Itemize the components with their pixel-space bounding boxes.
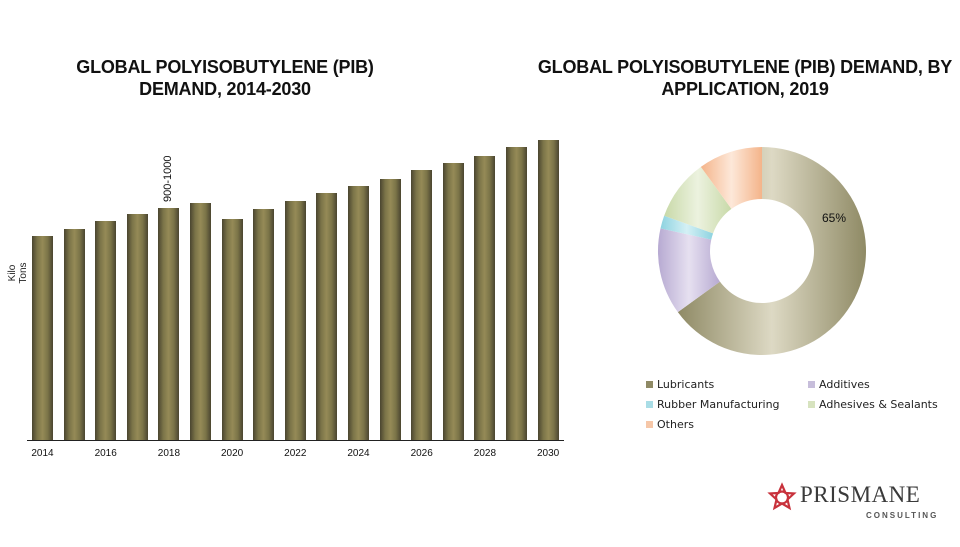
- donut-slice-lubricants: [677, 147, 866, 356]
- legend-item-additives: Additives: [808, 378, 870, 391]
- donut-chart-title: GLOBAL POLYISOBUTYLENE (PIB) DEMAND, BY …: [537, 57, 953, 99]
- bar-2030: [537, 139, 559, 440]
- donut-slice-additives: [658, 228, 720, 313]
- bar-2021: [253, 209, 275, 440]
- logo-subtitle: CONSULTING: [866, 511, 939, 520]
- legend-label: Rubber Manufacturing: [657, 398, 780, 411]
- bar-2022: [284, 200, 306, 440]
- bar-2025: [379, 178, 401, 440]
- bar-2015: [63, 228, 85, 440]
- legend-item-rubber-manufacturing: Rubber Manufacturing: [646, 398, 780, 411]
- x-tick-2014: 2014: [31, 448, 54, 459]
- legend-item-others: Others: [646, 418, 694, 431]
- bar-2014: [32, 236, 53, 440]
- x-tick-2024: 2024: [347, 448, 370, 459]
- legend-swatch: [808, 401, 815, 408]
- legend-swatch: [646, 381, 653, 388]
- bar-2029: [506, 146, 527, 440]
- prismane-logo: PRISMANE CONSULTING: [766, 480, 946, 525]
- legend-item-adhesives-sealants: Adhesives & Sealants: [808, 398, 938, 411]
- x-tick-2016: 2016: [94, 448, 117, 459]
- legend-swatch: [646, 401, 653, 408]
- donut-slice-others: [700, 147, 762, 209]
- legend-label: Additives: [819, 378, 870, 391]
- legend-label: Lubricants: [657, 378, 715, 391]
- bar-2028: [474, 155, 496, 440]
- bar-2019: [190, 203, 211, 440]
- x-tick-2028: 2028: [473, 448, 497, 459]
- x-tick-2018: 2018: [157, 448, 181, 459]
- bar-2020: [221, 219, 243, 440]
- bar-2027: [442, 162, 464, 440]
- donut-slice-adhesives-sealants: [664, 166, 732, 234]
- x-tick-2022: 2022: [284, 448, 307, 459]
- bar-2026: [411, 170, 433, 440]
- legend-swatch: [646, 421, 653, 428]
- x-tick-2020: 2020: [220, 448, 244, 459]
- bar-chart-title: GLOBAL POLYISOBUTYLENE (PIB) DEMAND, 201…: [76, 57, 374, 99]
- bar-2023: [316, 193, 338, 440]
- legend-item-lubricants: Lubricants: [646, 378, 714, 391]
- bar-2016: [95, 221, 117, 440]
- bar-2017: [126, 214, 148, 440]
- bar-2018: [158, 208, 180, 440]
- legend-swatch: [808, 381, 815, 388]
- x-tick-2030: 2030: [536, 448, 560, 459]
- bar-2024: [348, 186, 369, 440]
- legend-label: Others: [657, 418, 694, 431]
- lubricants-percent-label: 65%: [822, 211, 847, 225]
- donut-slice-rubber-manufacturing: [660, 215, 714, 240]
- x-axis-line: [27, 440, 564, 441]
- logo-name: PRISMANE: [800, 482, 921, 507]
- x-tick-2026: 2026: [410, 448, 433, 459]
- prismane-star-icon: [767, 482, 797, 511]
- legend-label: Adhesives & Sealants: [819, 398, 938, 411]
